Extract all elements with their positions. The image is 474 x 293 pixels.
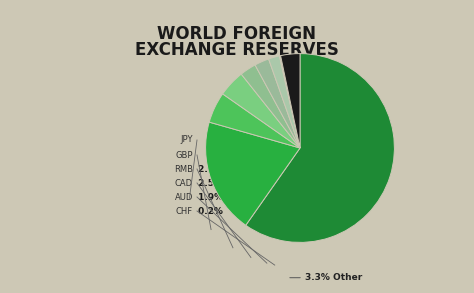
Text: RMB: RMB — [174, 164, 193, 173]
Text: CHF: CHF — [176, 207, 193, 215]
Wedge shape — [206, 122, 300, 225]
Text: GBP: GBP — [175, 151, 193, 159]
Wedge shape — [241, 65, 300, 148]
Text: 19.7%: 19.7% — [214, 124, 253, 134]
Text: CAD: CAD — [175, 178, 193, 188]
Wedge shape — [255, 59, 300, 148]
Wedge shape — [209, 94, 300, 148]
Text: EXCHANGE RESERVES: EXCHANGE RESERVES — [135, 41, 339, 59]
Wedge shape — [223, 74, 300, 148]
Wedge shape — [246, 54, 394, 242]
Wedge shape — [269, 56, 300, 148]
Text: 1.9%: 1.9% — [195, 193, 223, 202]
Text: 2.8%: 2.8% — [195, 164, 223, 173]
Text: AUD: AUD — [174, 193, 193, 202]
Text: WORLD FOREIGN: WORLD FOREIGN — [157, 25, 317, 43]
Text: 4.6%: 4.6% — [227, 199, 250, 208]
Wedge shape — [280, 56, 300, 148]
Text: 2.5%: 2.5% — [195, 178, 223, 188]
Text: 3.3% Other: 3.3% Other — [305, 273, 362, 282]
Text: 0.2%: 0.2% — [195, 207, 223, 215]
Text: EUR: EUR — [224, 110, 242, 119]
Text: 5.3%: 5.3% — [215, 175, 240, 184]
Text: USD: USD — [344, 115, 365, 125]
Text: JPY: JPY — [181, 135, 193, 144]
Wedge shape — [281, 54, 300, 148]
Text: 59.8%: 59.8% — [332, 129, 375, 142]
